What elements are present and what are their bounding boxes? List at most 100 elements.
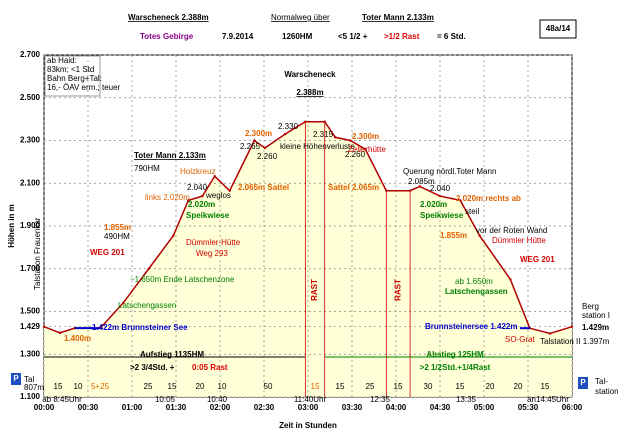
x-tick-label: 05:30 bbox=[518, 403, 539, 412]
parking-box bbox=[578, 377, 588, 389]
annotation: 1.855m bbox=[104, 223, 131, 232]
annotation: 2.315 bbox=[313, 130, 334, 139]
y-tick-label: 1.300 bbox=[20, 349, 41, 358]
annotation: links 2.020m bbox=[145, 193, 190, 202]
duration: 15 bbox=[541, 382, 550, 391]
note-box bbox=[44, 55, 101, 97]
ascent-text: >2 3/4Std. + bbox=[130, 363, 175, 372]
ascent-text: 0:05 Rast bbox=[192, 363, 228, 372]
annotation: 2.040 bbox=[430, 184, 451, 193]
subtitle: Totes Gebirge bbox=[140, 32, 194, 41]
duration: 20 bbox=[486, 382, 495, 391]
profile-point bbox=[478, 234, 481, 237]
y-tick-label: 2.700 bbox=[20, 50, 41, 59]
annotation: Sattel 2.065m bbox=[328, 183, 379, 192]
clock-time: ab 8:45Uhr bbox=[42, 395, 82, 404]
annotation: 1.855m bbox=[440, 231, 467, 240]
profile-point bbox=[201, 194, 204, 198]
duration: 25 bbox=[144, 382, 153, 391]
profile-point bbox=[228, 189, 231, 192]
subtitle: = 6 Std. bbox=[437, 32, 466, 41]
annotation: Dümmler-Hütte bbox=[186, 238, 241, 247]
annotation: WEG 201 bbox=[90, 248, 125, 257]
duration: 25 bbox=[366, 382, 375, 391]
annotation: 2.300m bbox=[245, 129, 272, 138]
profile-point bbox=[42, 325, 46, 328]
station-text: Berg bbox=[582, 302, 599, 311]
title: Normalweg über bbox=[271, 13, 330, 22]
profile-point bbox=[418, 185, 421, 188]
duration: 20 bbox=[196, 382, 205, 391]
annotation: 2.020m rechts ab bbox=[456, 194, 521, 203]
profile-point bbox=[122, 301, 125, 305]
duration: 5+25 bbox=[91, 382, 110, 391]
station-text: 1.429m bbox=[582, 323, 609, 332]
annotation: weglos bbox=[205, 191, 231, 200]
duration: 20 bbox=[514, 382, 523, 391]
profile-point bbox=[334, 136, 337, 139]
y-tick-label: 1.429 bbox=[20, 322, 41, 331]
profile-point bbox=[147, 267, 150, 270]
annotation: 2.260 bbox=[257, 152, 278, 161]
annotation: Speikwiese bbox=[186, 211, 230, 220]
clock-time: 12:35 bbox=[370, 395, 391, 404]
y-tick-label: 1.500 bbox=[20, 307, 41, 316]
peak-label: 2.388m bbox=[296, 88, 323, 97]
note-text: 16,- ÖAV erm.; teuer bbox=[47, 83, 121, 92]
note-text: ab Haid: bbox=[47, 56, 77, 65]
station-text: Tal- bbox=[595, 377, 608, 386]
annotation: kleine Höhenverluste bbox=[280, 142, 355, 151]
station-text: 807m bbox=[24, 383, 44, 392]
annotation: vor der Roten Wand bbox=[476, 226, 547, 235]
station-text: station I bbox=[582, 311, 610, 320]
rast-label: RAST bbox=[310, 279, 319, 301]
annotation: 2.065m Sattel bbox=[238, 183, 289, 192]
profile-point bbox=[509, 278, 512, 281]
x-tick-label: 00:00 bbox=[34, 403, 55, 412]
annotation: Holzkreuz bbox=[180, 167, 216, 176]
y-tick-label: 1.100 bbox=[20, 392, 41, 401]
profile-point bbox=[349, 139, 352, 142]
clock-time: 11:40Uhr bbox=[294, 395, 327, 404]
parking-box bbox=[11, 373, 21, 385]
y-tick-label: 2.100 bbox=[20, 178, 41, 187]
clock-time: 10:40 bbox=[207, 395, 228, 404]
annotation: ~1.650m Ende Latschenzone bbox=[130, 275, 235, 284]
annotation: Talstation II 1.397m bbox=[540, 337, 610, 346]
profile-point bbox=[187, 199, 190, 202]
annotation: 2.260 bbox=[345, 150, 366, 159]
annotation: steil bbox=[465, 207, 479, 216]
station-text: Tal bbox=[24, 375, 34, 384]
duration: 15 bbox=[394, 382, 403, 391]
profile-point bbox=[283, 132, 287, 136]
descent-text: >2 1/2Std.+1/4Rast bbox=[420, 363, 491, 372]
duration: 50 bbox=[264, 382, 273, 391]
title: Warscheneck 2.388m bbox=[128, 13, 209, 22]
peak-label: 790HM bbox=[134, 164, 160, 173]
annotation: SO-Grat bbox=[505, 335, 536, 344]
x-tick-label: 03:00 bbox=[298, 403, 319, 412]
x-axis-label: Zeit in Stunden bbox=[279, 421, 337, 430]
annotation: Latschengassen bbox=[118, 301, 176, 310]
x-tick-label: 02:00 bbox=[210, 403, 231, 412]
profile-point bbox=[263, 146, 267, 150]
annotation: 490HM bbox=[104, 232, 130, 241]
annotation: Latschengassen bbox=[445, 287, 508, 296]
x-tick-label: 05:00 bbox=[474, 403, 495, 412]
duration: 15 bbox=[311, 382, 320, 391]
badge: 48a/14 bbox=[546, 24, 571, 33]
annotation: 2.300m bbox=[352, 132, 379, 141]
y-tick-label: 1.900 bbox=[20, 221, 41, 230]
profile-point bbox=[459, 199, 462, 202]
annotation: 2.020m bbox=[420, 200, 447, 209]
profile-point bbox=[548, 332, 552, 335]
duration: 15 bbox=[336, 382, 345, 391]
x-tick-label: 04:00 bbox=[386, 403, 407, 412]
profile-point bbox=[253, 139, 256, 142]
station-text: station bbox=[595, 387, 618, 396]
note-text: Bahn Berg+Tal: bbox=[47, 74, 102, 83]
station-text: P bbox=[580, 378, 586, 387]
annotation: 1.400m bbox=[64, 334, 91, 343]
annotation: Talstation Frauenkar bbox=[33, 217, 42, 290]
descent-text: Abstieg 125HM bbox=[426, 350, 484, 359]
